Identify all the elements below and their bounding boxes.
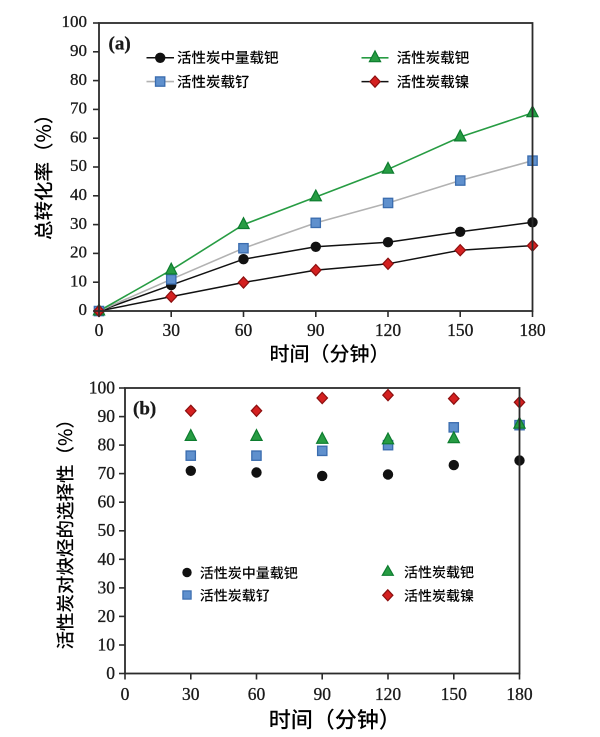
svg-text:70: 70 [98,463,116,483]
svg-text:90: 90 [98,406,116,426]
svg-text:(b): (b) [133,399,156,420]
svg-text:10: 10 [70,271,87,290]
svg-text:90: 90 [307,320,325,340]
svg-text:60: 60 [235,320,253,340]
svg-text:100: 100 [89,378,116,398]
svg-text:150: 150 [441,684,468,704]
svg-text:30: 30 [98,577,116,597]
svg-text:0: 0 [121,684,130,704]
svg-text:50: 50 [98,520,116,540]
svg-text:60: 60 [248,684,266,704]
svg-text:60: 60 [70,127,87,146]
svg-text:150: 150 [447,320,474,340]
svg-text:90: 90 [70,41,87,60]
svg-text:120: 120 [375,320,402,340]
svg-text:30: 30 [182,684,200,704]
svg-text:180: 180 [519,320,546,340]
svg-text:30: 30 [70,214,87,233]
svg-text:90: 90 [313,684,331,704]
svg-text:70: 70 [70,99,87,118]
svg-text:80: 80 [70,70,87,89]
svg-text:(a): (a) [109,34,131,55]
svg-text:20: 20 [98,606,116,626]
svg-text:0: 0 [106,663,115,683]
svg-text:180: 180 [506,684,533,704]
svg-text:40: 40 [98,549,116,569]
svg-text:0: 0 [79,300,88,319]
svg-text:40: 40 [70,185,87,204]
svg-text:80: 80 [98,435,116,455]
svg-text:10: 10 [98,635,116,655]
svg-text:100: 100 [62,12,88,31]
svg-text:20: 20 [70,243,87,262]
svg-text:60: 60 [98,492,116,512]
svg-text:120: 120 [375,684,402,704]
svg-text:30: 30 [162,320,180,340]
svg-text:0: 0 [95,320,104,340]
svg-text:50: 50 [70,156,87,175]
